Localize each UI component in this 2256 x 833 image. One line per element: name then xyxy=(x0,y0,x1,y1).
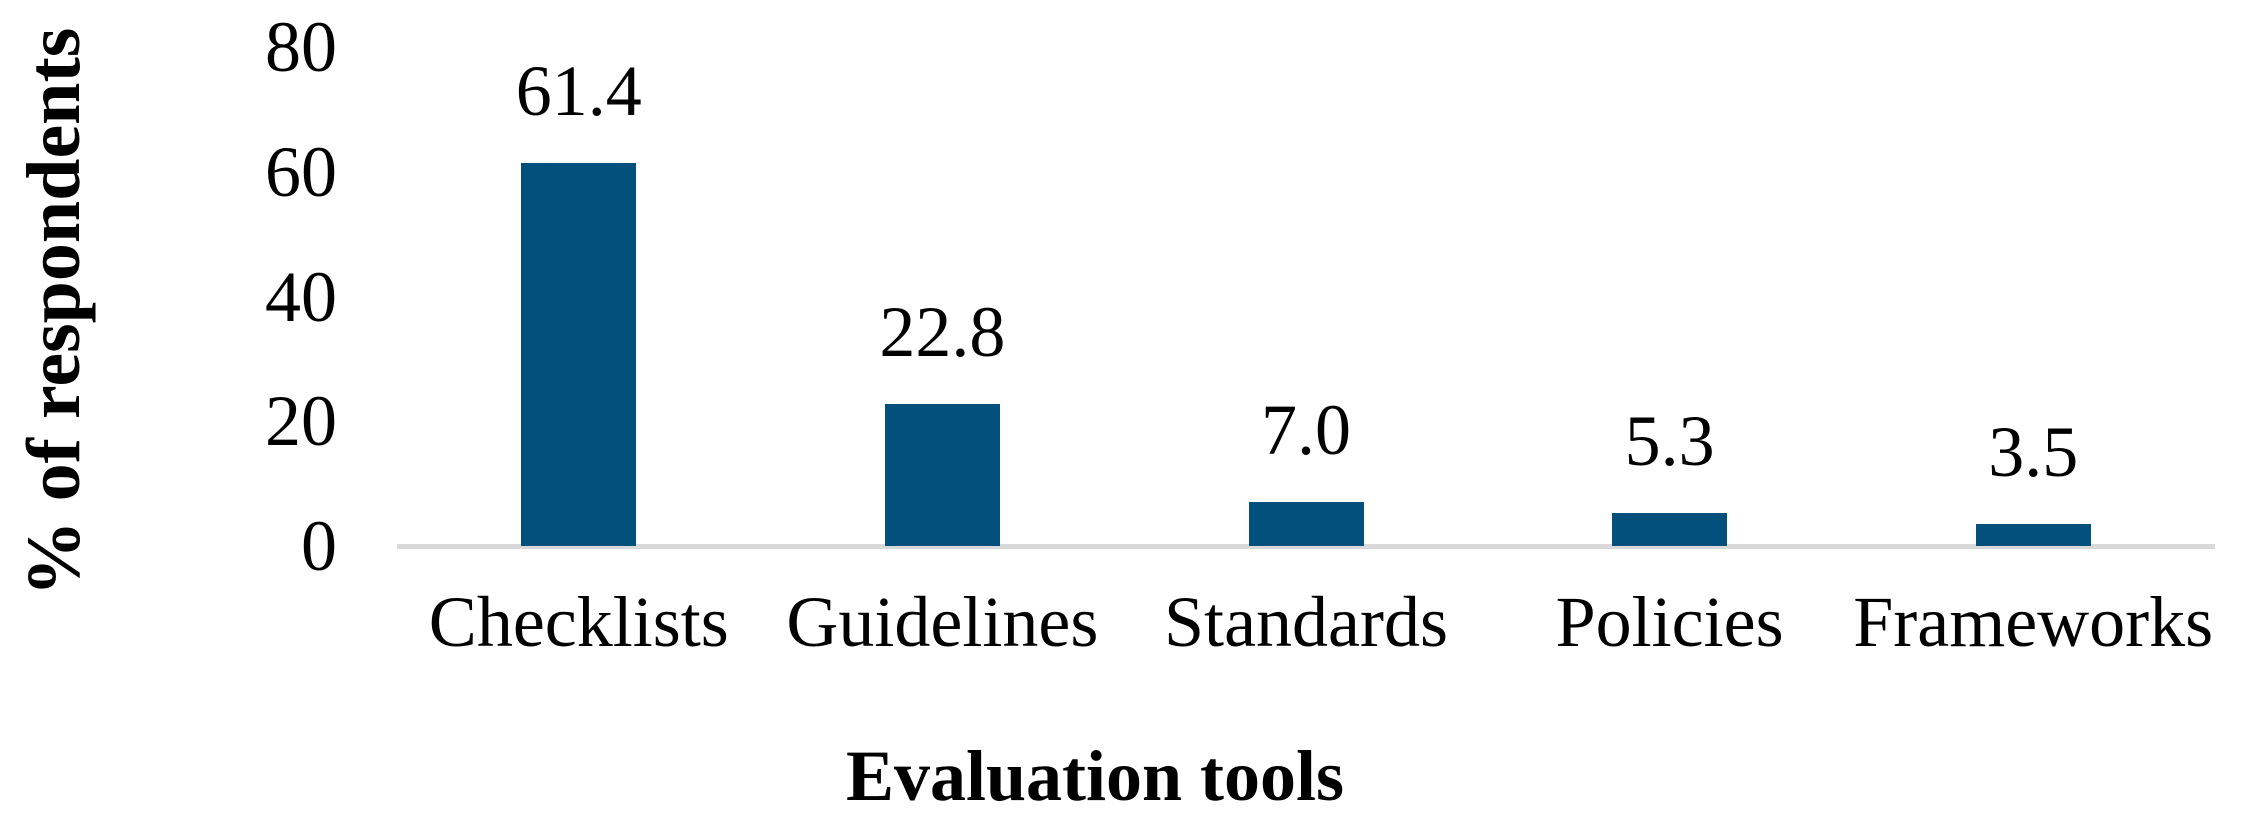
x-axis-line xyxy=(397,544,2215,549)
category-label: Guidelines xyxy=(786,582,1099,662)
y-tick-label: 40 xyxy=(265,256,337,337)
bar xyxy=(521,163,637,546)
bar xyxy=(1248,502,1364,546)
y-tick-label: 60 xyxy=(265,131,337,212)
bar-value-label: 22.8 xyxy=(879,292,1006,372)
bar-value-label: 5.3 xyxy=(1624,401,1715,481)
x-axis-title: Evaluation tools xyxy=(845,736,1345,816)
category-label: Policies xyxy=(1555,582,1784,662)
bar xyxy=(1612,513,1728,546)
category-label: Standards xyxy=(1164,582,1448,662)
category-label: Frameworks xyxy=(1853,582,2214,662)
bar xyxy=(1975,524,2091,546)
y-tick-label: 80 xyxy=(265,7,337,87)
bar-value-label: 3.5 xyxy=(1988,412,2079,492)
category-label: Checklists xyxy=(428,582,729,662)
y-tick-label: 20 xyxy=(265,381,337,462)
bar-value-label: 61.4 xyxy=(515,51,642,131)
bar-value-label: 7.0 xyxy=(1261,390,1351,470)
y-tick-label: 0 xyxy=(301,506,337,586)
bar xyxy=(884,404,1000,546)
